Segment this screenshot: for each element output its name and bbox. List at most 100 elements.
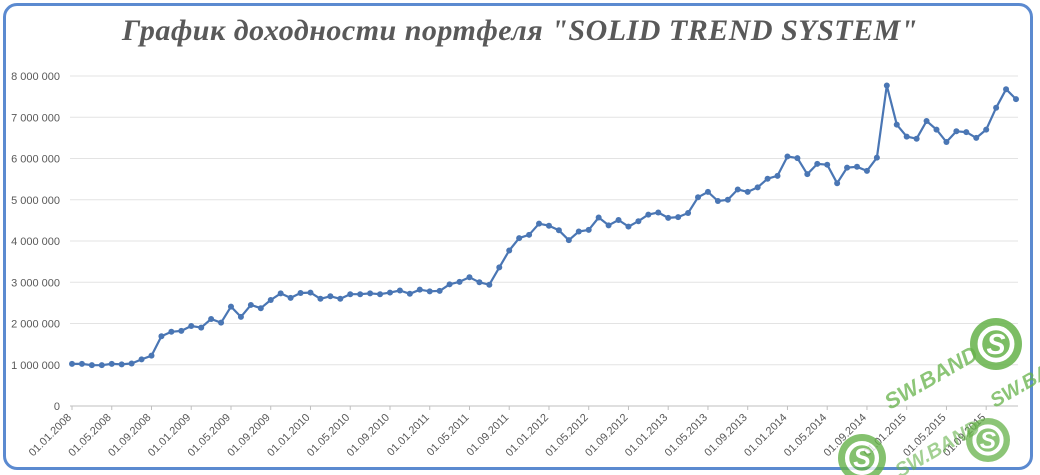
series-layer: [69, 82, 1019, 369]
data-point: [923, 117, 930, 124]
data-point: [128, 360, 135, 367]
data-point: [168, 328, 175, 335]
data-point: [466, 274, 473, 281]
data-point: [575, 228, 582, 235]
data-point: [695, 194, 702, 201]
data-point: [536, 220, 543, 227]
data-point: [307, 289, 314, 296]
data-point: [834, 180, 841, 187]
data-point: [953, 128, 960, 135]
y-tick-label: 4 000 000: [11, 236, 60, 248]
data-point: [645, 211, 652, 218]
data-point: [218, 319, 225, 326]
data-point: [615, 216, 622, 223]
x-tick-label: 01.09.2010: [345, 412, 392, 459]
data-point: [208, 315, 215, 322]
y-tick-label: 6 000 000: [11, 154, 60, 166]
data-point: [347, 291, 354, 298]
data-point: [973, 134, 980, 141]
data-point: [426, 288, 433, 295]
data-point: [237, 313, 244, 320]
data-point: [863, 167, 870, 174]
data-point: [675, 214, 682, 221]
data-point: [178, 327, 185, 334]
data-point: [287, 294, 294, 301]
data-point: [963, 129, 970, 136]
data-point: [118, 361, 125, 368]
data-point: [605, 222, 612, 229]
watermark-text: SW.BAND: [880, 341, 982, 414]
data-point: [526, 231, 533, 238]
data-point: [883, 82, 890, 89]
data-point: [337, 295, 344, 302]
data-point: [854, 163, 861, 170]
data-point: [814, 160, 821, 167]
data-point: [416, 286, 423, 293]
data-point: [685, 209, 692, 216]
y-tick-label: 2 000 000: [11, 319, 60, 331]
data-point: [665, 214, 672, 221]
data-point: [993, 104, 1000, 111]
data-point: [227, 303, 234, 310]
data-point: [138, 356, 145, 363]
data-point: [386, 289, 393, 296]
chart-title: График доходности портфеля "SOLID TREND …: [122, 14, 918, 47]
data-point: [714, 197, 721, 204]
data-point: [804, 171, 811, 178]
data-point: [406, 290, 413, 297]
y-tick-label: 1 000 000: [11, 360, 60, 372]
watermark-logo: S: [966, 418, 1010, 462]
data-point: [486, 281, 493, 288]
svg-text:S: S: [980, 427, 996, 454]
data-point: [913, 135, 920, 142]
data-point: [565, 237, 572, 244]
data-point: [516, 235, 523, 242]
y-tick-label: 0: [54, 401, 60, 413]
data-point: [774, 172, 781, 179]
data-point: [436, 287, 443, 294]
data-point: [655, 209, 662, 216]
data-point: [108, 360, 115, 367]
data-point: [496, 264, 503, 271]
watermark-logo: S: [838, 434, 886, 475]
data-point: [585, 226, 592, 233]
data-point: [893, 121, 900, 128]
data-point: [555, 227, 562, 234]
data-point: [744, 188, 751, 195]
data-point: [257, 305, 264, 312]
grid-lines: [70, 75, 1018, 407]
data-point: [188, 322, 195, 329]
y-tick-label: 7 000 000: [11, 112, 60, 124]
data-point: [327, 293, 334, 300]
data-point: [943, 139, 950, 145]
data-point: [456, 278, 463, 285]
y-axis: 0 1 000 000 2 000 000 3 000 000 4 000 000 5 0…: [11, 71, 60, 413]
data-point: [903, 133, 910, 140]
data-point: [148, 352, 155, 359]
data-point: [844, 164, 851, 171]
data-point: [754, 184, 761, 191]
data-point: [824, 161, 831, 168]
data-point: [724, 196, 731, 203]
y-tick-label: 5 000 000: [11, 195, 60, 207]
data-point: [357, 291, 364, 298]
data-point: [88, 362, 95, 369]
data-point: [377, 291, 384, 298]
data-point: [625, 223, 632, 230]
data-point: [98, 362, 105, 369]
data-point: [446, 281, 453, 288]
data-point: [873, 154, 880, 161]
data-point: [198, 324, 205, 331]
data-point: [396, 287, 403, 294]
data-point: [267, 296, 274, 303]
data-point: [367, 290, 374, 297]
svg-text:S: S: [986, 329, 1005, 361]
watermark-logo: S: [970, 318, 1022, 370]
data-point: [247, 301, 254, 308]
data-point: [784, 153, 791, 160]
data-point: [983, 126, 990, 133]
data-point: [506, 247, 513, 254]
data-point: [933, 126, 940, 133]
